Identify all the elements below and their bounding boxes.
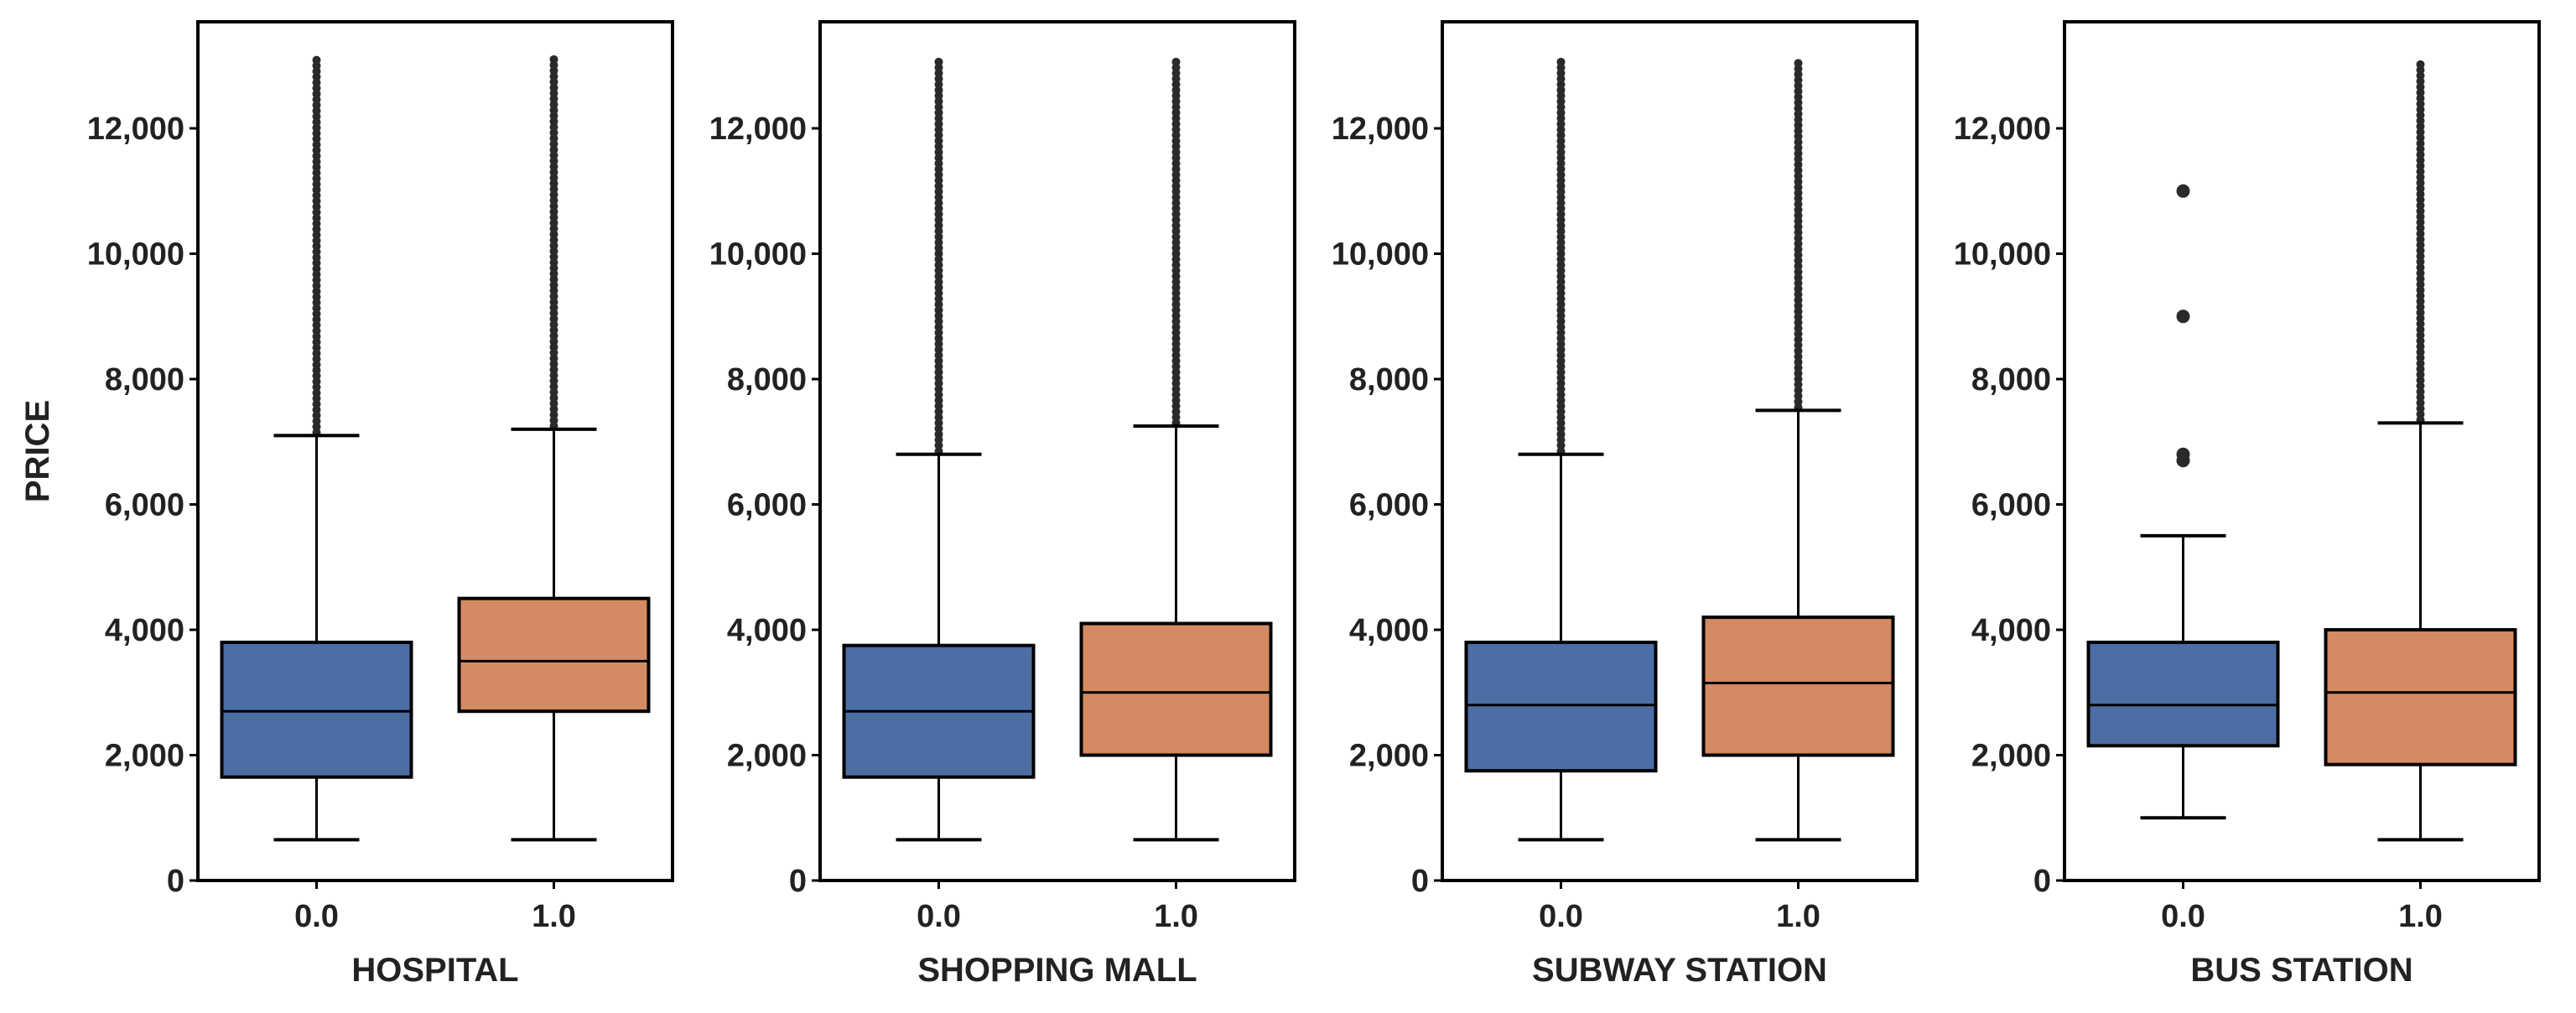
hospital-x-axis-title: HOSPITAL — [351, 952, 518, 989]
bus-station-1-0-outlier-point — [2416, 60, 2425, 69]
bus-station-y-tick-label: 12,000 — [1954, 112, 2051, 147]
subway-station-x-axis-title: SUBWAY STATION — [1532, 952, 1827, 989]
bus-station-x-axis-title: BUS STATION — [2190, 952, 2412, 989]
subway-station-y-tick-label: 10,000 — [1332, 237, 1429, 273]
shopping-mall-0-0-outlier-point — [934, 57, 943, 66]
subway-station-1-0-box — [1701, 616, 1895, 757]
bus-station-1-0-box — [2324, 628, 2517, 766]
y-axis-title: PRICE — [19, 400, 56, 502]
subway-station-y-tick-label: 8,000 — [1349, 362, 1429, 397]
bus-station-y-tick-label: 8,000 — [1971, 362, 2051, 397]
shopping-mall-y-tick-label: 2,000 — [727, 739, 807, 774]
bus-station-0-0-outlier-point — [2176, 309, 2190, 324]
hospital-1-0-outlier-point — [549, 55, 558, 64]
shopping-mall-x-axis-title: SHOPPING MALL — [917, 952, 1197, 989]
shopping-mall-y-tick-label: 12,000 — [709, 112, 807, 147]
subway-station-y-tick-label: 0 — [1411, 864, 1429, 899]
subway-station-0-0-x-tick-label: 0.0 — [1539, 899, 1583, 934]
bus-station-0-0-outlier-point — [2176, 447, 2190, 461]
bus-station-0-0-box — [2086, 640, 2280, 748]
bus-station-y-tick-label: 10,000 — [1954, 237, 2051, 273]
shopping-mall-1-0-x-tick-label: 1.0 — [1154, 899, 1198, 934]
subway-station-0-0-outlier-point — [1556, 57, 1566, 66]
hospital-y-tick-label: 0 — [167, 864, 184, 899]
shopping-mall-y-tick-label: 0 — [789, 864, 807, 899]
shopping-mall-1-0-outlier-point — [1171, 57, 1181, 66]
hospital-0-0-outlier-point — [312, 55, 321, 65]
bus-station-y-tick-label: 0 — [2033, 864, 2051, 899]
subway-station-1-0-outlier-point — [1794, 59, 1803, 68]
shopping-mall-y-tick-label: 6,000 — [727, 488, 807, 523]
bus-station-y-tick-label: 6,000 — [1971, 488, 2051, 523]
subway-station-y-tick-label: 4,000 — [1349, 613, 1429, 648]
shopping-mall-0-0-x-tick-label: 0.0 — [917, 899, 961, 934]
bus-station-0-0-outlier-point — [2176, 184, 2190, 198]
subway-station-y-tick-label: 2,000 — [1349, 739, 1429, 774]
hospital-0-0-box — [220, 640, 413, 779]
hospital-1-0-box — [457, 596, 651, 714]
subway-station-y-tick-label: 12,000 — [1332, 112, 1429, 147]
hospital-0-0-x-tick-label: 0.0 — [294, 899, 339, 934]
subway-station-0-0-box — [1464, 640, 1658, 773]
bus-station-plot-frame — [2063, 20, 2541, 882]
hospital-y-tick-label: 10,000 — [87, 237, 184, 273]
hospital-y-tick-label: 12,000 — [87, 112, 184, 147]
hospital-y-tick-label: 2,000 — [105, 739, 184, 774]
hospital-y-tick-label: 4,000 — [105, 613, 184, 648]
hospital-1-0-x-tick-label: 1.0 — [532, 899, 576, 934]
subway-station-1-0-x-tick-label: 1.0 — [1776, 899, 1820, 934]
bus-station-0-0-x-tick-label: 0.0 — [2161, 899, 2205, 934]
shopping-mall-y-tick-label: 4,000 — [727, 613, 807, 648]
shopping-mall-y-tick-label: 8,000 — [727, 362, 807, 397]
bus-station-y-tick-label: 2,000 — [1971, 739, 2051, 774]
hospital-y-tick-label: 8,000 — [105, 362, 184, 397]
shopping-mall-y-tick-label: 10,000 — [709, 237, 807, 273]
hospital-plot-frame — [196, 20, 674, 882]
bus-station-y-tick-label: 4,000 — [1971, 613, 2051, 648]
subway-station-y-tick-label: 6,000 — [1349, 488, 1429, 523]
bus-station-1-0-x-tick-label: 1.0 — [2398, 899, 2443, 934]
shopping-mall-1-0-box — [1079, 621, 1273, 757]
hospital-y-tick-label: 6,000 — [105, 488, 184, 523]
shopping-mall-plot-frame — [818, 20, 1296, 882]
subway-station-plot-frame — [1441, 20, 1919, 882]
